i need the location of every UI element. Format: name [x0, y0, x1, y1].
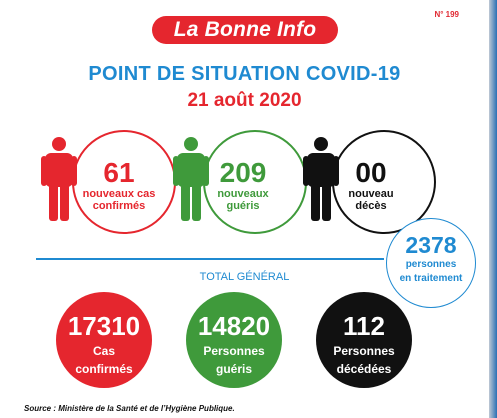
- new-deaths-stat: 00 nouveau décès: [336, 157, 406, 213]
- treatment-label-2: en traitement: [399, 273, 463, 284]
- issue-number: N° 199: [434, 10, 459, 19]
- treatment-value: 2378: [405, 232, 457, 258]
- new-recoveries-value: 209: [219, 157, 267, 188]
- total-deaths-value: 112: [343, 311, 385, 341]
- person-icon: [173, 137, 209, 221]
- new-recoveries-label-2: guéris: [226, 200, 260, 212]
- new-deaths-label-2: décès: [355, 200, 387, 212]
- source-note: Source : Ministère de la Santé et de l’H…: [24, 404, 235, 413]
- new-cases-stat: 61 nouveaux cas confirmés: [74, 157, 164, 213]
- total-deaths-circle: 112 Personnes décédées: [316, 292, 412, 388]
- new-deaths-value: 00: [355, 157, 387, 188]
- new-cases-label-2: confirmés: [92, 200, 146, 212]
- side-border: [489, 0, 497, 418]
- new-cases-circle: [72, 130, 176, 234]
- divider-line: [36, 258, 384, 260]
- person-icon: [303, 137, 339, 221]
- total-cases-label-1: Cas: [92, 344, 115, 358]
- treatment-bubble: 2378 personnes en traitement: [386, 218, 476, 308]
- total-recoveries-circle: 14820 Personnes guéris: [186, 292, 282, 388]
- total-recoveries-value: 14820: [197, 311, 271, 341]
- page-title: POINT DE SITUATION COVID-19: [88, 63, 401, 85]
- total-cases-label-2: confirmés: [75, 362, 133, 376]
- new-recoveries-label-1: nouveaux: [217, 188, 269, 200]
- treatment-label-1: personnes: [405, 259, 457, 270]
- total-cases-value: 17310: [67, 311, 141, 341]
- total-recoveries-label-2: guéris: [215, 362, 252, 376]
- total-deaths-label-2: décédées: [336, 362, 392, 376]
- brand-badge: La Bonne Info: [152, 16, 338, 44]
- new-cases-label-1: nouveaux cas: [82, 188, 156, 200]
- total-cases-circle: 17310 Cas confirmés: [56, 292, 152, 388]
- new-deaths-label-1: nouveau: [348, 188, 394, 200]
- total-heading: TOTAL GÉNÉRAL: [199, 271, 290, 283]
- total-deaths-label-1: Personnes: [333, 344, 395, 358]
- infographic: N° 199 La Bonne Info POINT DE SITUATION …: [36, 10, 476, 388]
- total-recoveries-label-1: Personnes: [203, 344, 265, 358]
- new-cases-value: 61: [103, 157, 135, 188]
- new-recoveries-stat: 209 nouveaux guéris: [203, 157, 283, 213]
- person-icon: [41, 137, 77, 221]
- report-date: 21 août 2020: [187, 90, 302, 111]
